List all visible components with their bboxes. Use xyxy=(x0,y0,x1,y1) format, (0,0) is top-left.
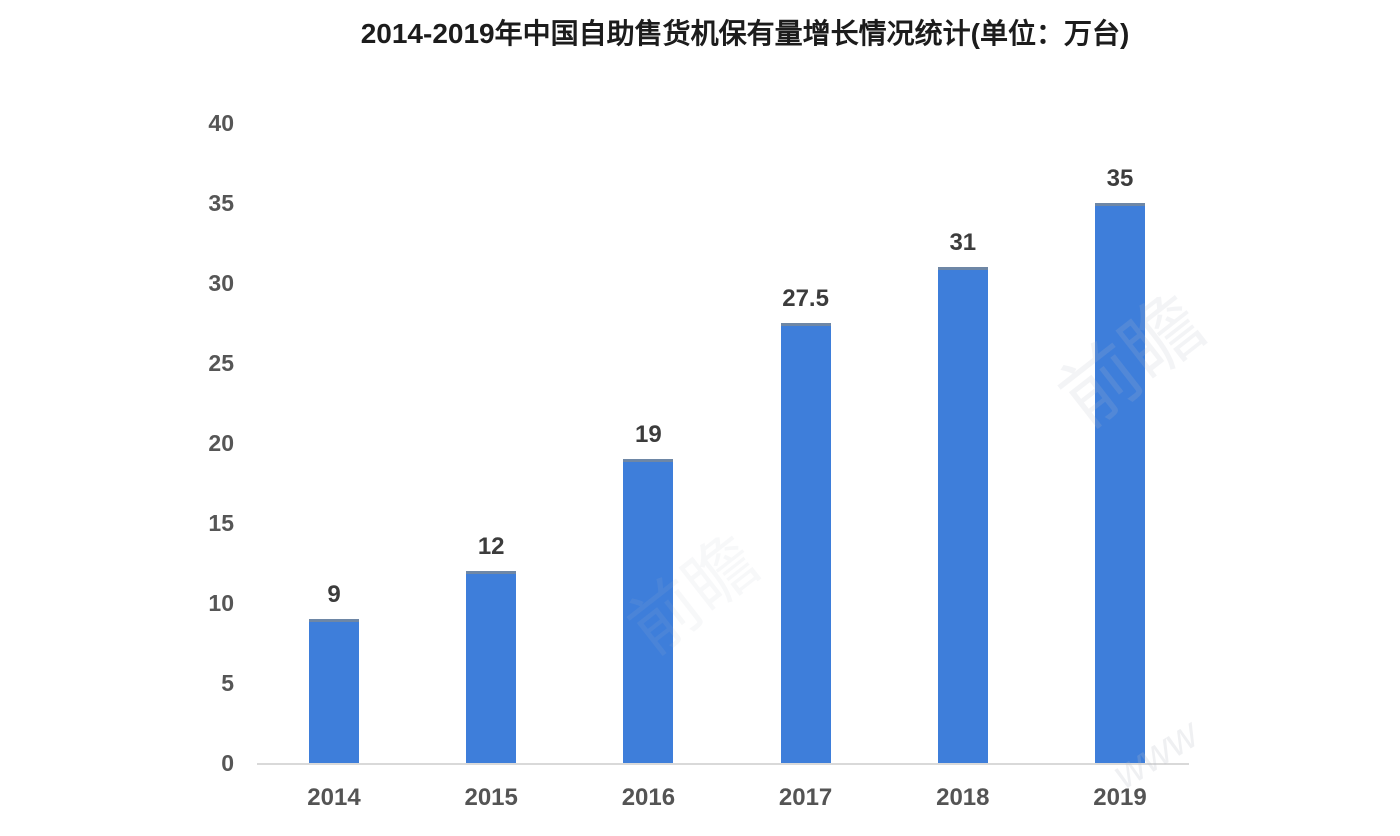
bar-value-label: 35 xyxy=(1106,165,1134,192)
y-axis-tick-label: 10 xyxy=(208,590,234,616)
y-axis-tick-label: 0 xyxy=(221,750,234,776)
chart-title: 2014-2019年中国自助售货机保有量增长情况统计(单位：万台) xyxy=(360,18,1130,49)
bar-2014 xyxy=(309,619,359,763)
x-axis-tick-label: 2014 xyxy=(307,784,361,811)
y-axis-tick-label: 30 xyxy=(208,270,234,296)
y-axis-tick-label: 40 xyxy=(208,110,234,136)
bar-2017 xyxy=(780,323,831,763)
x-axis-line xyxy=(257,763,1189,765)
y-axis-tick-label: 35 xyxy=(208,190,234,216)
bar-2019 xyxy=(1095,203,1145,763)
bar-2016 xyxy=(623,459,674,763)
bar-value-label: 12 xyxy=(477,533,505,560)
bar-value-label: 31 xyxy=(949,229,977,256)
bar-value-label: 9 xyxy=(327,581,341,608)
x-axis-tick-label: 2016 xyxy=(621,784,676,811)
bar-2015 xyxy=(466,571,517,763)
y-axis-tick-label: 20 xyxy=(208,430,234,456)
x-axis-tick-label: 2018 xyxy=(936,784,990,811)
y-axis-tick-label: 25 xyxy=(208,350,234,376)
bar-value-label: 27.5 xyxy=(782,285,829,312)
bar-value-label: 19 xyxy=(635,421,662,448)
x-axis-tick-label: 2015 xyxy=(464,784,518,811)
x-axis-tick-label: 2019 xyxy=(1093,784,1147,811)
y-axis-tick-label: 15 xyxy=(208,510,234,536)
x-axis-tick-label: 2017 xyxy=(778,784,833,811)
y-axis-tick-label: 5 xyxy=(221,670,234,696)
bar-2018 xyxy=(937,267,988,763)
